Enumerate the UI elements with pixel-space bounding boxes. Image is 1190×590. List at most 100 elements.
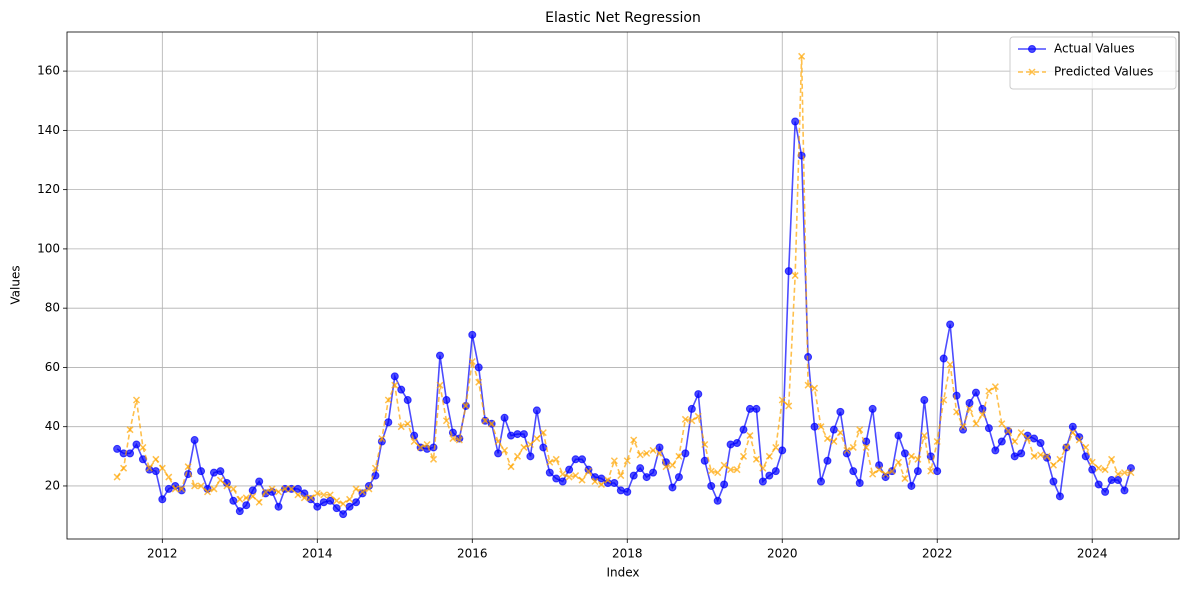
point (933, 467, 942, 476)
point (262, 488, 270, 496)
point (287, 485, 295, 493)
point (836, 429, 844, 437)
point (823, 456, 832, 465)
point (507, 431, 516, 440)
point (371, 471, 380, 480)
point (190, 436, 199, 445)
point (991, 446, 1000, 455)
point (965, 398, 974, 407)
point (120, 464, 128, 472)
point (293, 484, 302, 493)
point (268, 485, 276, 493)
point (397, 423, 405, 431)
x-axis-label: Index (606, 566, 639, 580)
point (113, 444, 122, 453)
legend-marker (1028, 68, 1036, 76)
point (1127, 469, 1135, 477)
x-tick-label: 2024 (1077, 547, 1108, 561)
point (759, 464, 767, 472)
point (235, 507, 244, 516)
point (940, 396, 948, 404)
point (694, 412, 702, 420)
point (403, 396, 412, 405)
point (417, 443, 425, 451)
point (229, 485, 237, 493)
point (352, 498, 361, 507)
point (1088, 458, 1096, 466)
point (862, 443, 870, 451)
x-tick-label: 2012 (147, 547, 178, 561)
point (158, 464, 166, 472)
point (1081, 452, 1090, 461)
point (404, 420, 412, 428)
point (714, 469, 722, 477)
point (210, 485, 218, 493)
point (785, 402, 793, 410)
legend: Actual Values Predicted Values (1009, 36, 1177, 90)
point (856, 426, 864, 434)
point (1017, 449, 1026, 458)
point (255, 477, 264, 486)
point (378, 435, 386, 443)
point (216, 467, 225, 476)
point (1024, 435, 1032, 443)
point (319, 498, 328, 507)
legend-box (1009, 36, 1177, 90)
point (700, 456, 709, 465)
point (649, 446, 657, 454)
point (888, 467, 896, 475)
y-tick-label: 80 (45, 301, 60, 315)
series-line (116, 121, 1132, 516)
point (597, 480, 605, 489)
point (674, 473, 683, 482)
point (900, 449, 909, 458)
point (765, 452, 773, 460)
point (164, 484, 173, 493)
point (209, 468, 218, 477)
point (752, 404, 761, 413)
point (151, 467, 160, 476)
x-tick-label: 2022 (922, 547, 953, 561)
point (868, 404, 877, 413)
point (1095, 464, 1103, 472)
y-tick-label: 140 (37, 123, 60, 137)
point (907, 481, 916, 490)
point (139, 443, 147, 451)
point (894, 458, 903, 466)
point (339, 500, 347, 508)
point (849, 443, 857, 451)
point (772, 443, 780, 451)
point (1101, 466, 1109, 474)
point (1030, 434, 1039, 443)
point (810, 422, 819, 431)
point (552, 474, 561, 483)
point (933, 437, 941, 446)
point (791, 117, 800, 126)
point (520, 443, 528, 451)
point (552, 455, 560, 463)
point (662, 463, 670, 471)
plot-frame (66, 31, 1180, 540)
point (571, 455, 580, 464)
point (436, 381, 444, 389)
point (242, 494, 250, 502)
point (765, 471, 774, 480)
point (687, 404, 696, 413)
point (707, 467, 715, 475)
point (365, 485, 373, 493)
point (953, 408, 961, 416)
point (1108, 455, 1116, 463)
point (1120, 469, 1129, 477)
legend-label: Predicted Values (1054, 65, 1153, 79)
point (855, 478, 864, 487)
point (927, 467, 935, 475)
point (197, 482, 205, 490)
point (132, 396, 141, 404)
point (1056, 455, 1064, 463)
point (939, 354, 948, 363)
point (1088, 465, 1097, 474)
y-tick-label: 160 (37, 64, 60, 78)
point (914, 455, 922, 463)
point (249, 492, 257, 500)
point (429, 443, 438, 452)
